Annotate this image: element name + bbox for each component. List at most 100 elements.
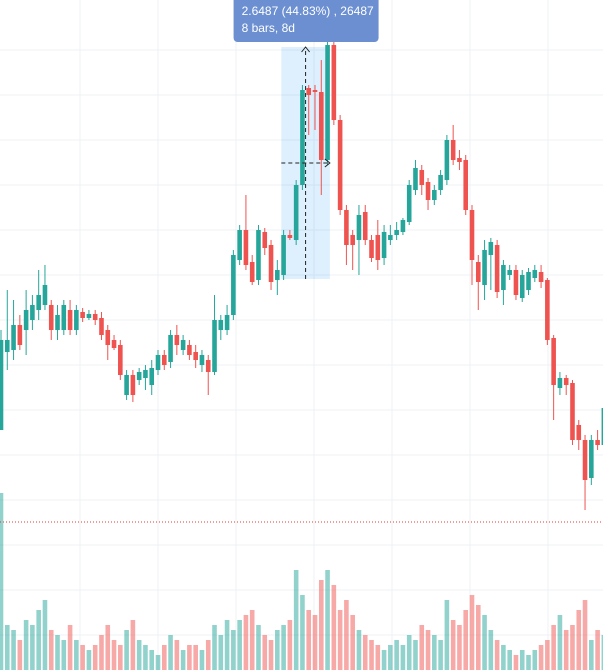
candle-body: [262, 232, 268, 248]
volume-bar: [570, 625, 575, 670]
volume-bar: [212, 625, 217, 670]
candle-body: [143, 370, 148, 378]
candle-body: [601, 408, 603, 445]
candle-body: [582, 440, 588, 480]
candle-body: [300, 90, 305, 185]
candle-body: [36, 295, 41, 310]
volume-bar: [42, 600, 48, 670]
volume-bar: [30, 625, 35, 670]
volume-bar: [268, 640, 274, 670]
volume-bar: [350, 615, 355, 670]
volume-bar: [218, 635, 224, 670]
candle-body: [413, 168, 418, 190]
candle-body: [281, 235, 286, 275]
candle-body: [444, 140, 450, 180]
candle-body: [118, 345, 123, 375]
volume-bar: [74, 640, 79, 670]
measure-arrowhead-h: [324, 158, 331, 168]
candle-body: [205, 360, 211, 372]
candle-body: [23, 310, 29, 330]
volume-bar: [174, 640, 180, 670]
candle-body: [362, 212, 368, 240]
volume-bar: [92, 645, 98, 670]
volume-bar: [249, 610, 255, 670]
volume-bar: [488, 630, 494, 670]
volume-bar: [293, 570, 299, 670]
candle-body: [501, 265, 506, 290]
candle-body: [237, 230, 242, 260]
volume-bar: [149, 650, 155, 670]
volume-bar: [532, 650, 538, 670]
candle-body: [4, 340, 10, 352]
candle-body: [174, 335, 180, 345]
candle-body: [538, 272, 544, 282]
candle-body: [406, 185, 412, 222]
candle-body: [557, 378, 563, 388]
candle-body: [432, 190, 437, 200]
candle-body: [369, 240, 374, 258]
volume-bar: [17, 640, 23, 670]
volume-bar: [55, 635, 60, 670]
volume-bar: [482, 615, 487, 670]
candle-body: [275, 270, 280, 280]
candle-body: [306, 88, 312, 95]
volume-bar: [400, 645, 406, 670]
volume-bar: [526, 655, 531, 670]
candle-body: [576, 425, 582, 440]
volume-bar: [475, 605, 481, 670]
volume-bar: [4, 625, 10, 670]
candle-body: [551, 338, 556, 385]
candle-body: [388, 235, 393, 240]
candle-body: [61, 305, 67, 330]
volume-bar: [551, 625, 556, 670]
candle-body: [545, 280, 550, 340]
candle-body: [74, 310, 79, 330]
candle-body: [86, 314, 92, 318]
volume-bar: [118, 645, 123, 670]
candle-body: [187, 345, 192, 355]
candle-body: [293, 185, 299, 240]
volume-bar: [563, 630, 569, 670]
candle-body: [99, 318, 104, 335]
candle-body: [589, 440, 594, 478]
volume-bar: [501, 645, 506, 670]
candle-body: [111, 340, 117, 348]
volume-bar: [124, 630, 129, 670]
volume-bar: [306, 610, 312, 670]
volume-bar: [143, 645, 148, 670]
volume-bar: [513, 655, 519, 670]
volume-bar: [67, 625, 73, 670]
volume-bar: [36, 610, 41, 670]
volume-bar: [576, 610, 582, 670]
volume-bar: [199, 650, 205, 670]
candle-body: [513, 270, 519, 295]
volume-bar: [130, 620, 136, 670]
volume-bar: [105, 625, 111, 670]
volume-bar: [193, 645, 198, 670]
volume-bar: [375, 645, 381, 670]
volume-bar: [11, 630, 16, 670]
volume-bar: [61, 640, 67, 670]
candle-body: [356, 215, 362, 240]
candle-body: [193, 352, 198, 360]
volume-bar: [595, 630, 600, 670]
candle-body: [0, 340, 4, 430]
volume-bar: [444, 600, 450, 670]
volume-bar: [381, 650, 387, 670]
candle-body: [231, 255, 236, 315]
candle-body: [519, 275, 525, 298]
volume-bar: [237, 620, 242, 670]
candle-body: [42, 285, 48, 305]
volume-bar: [275, 630, 280, 670]
volume-bar: [344, 600, 349, 670]
volume-bar: [419, 625, 425, 670]
volume-bar: [538, 645, 544, 670]
candle-body: [105, 330, 111, 345]
candle-body: [375, 235, 381, 260]
volume-bar: [161, 645, 167, 670]
volume-bar: [256, 625, 261, 670]
volume-bar: [432, 635, 437, 670]
candle-body: [457, 158, 462, 162]
volume-bar: [180, 650, 186, 670]
volume-bar: [557, 615, 563, 670]
